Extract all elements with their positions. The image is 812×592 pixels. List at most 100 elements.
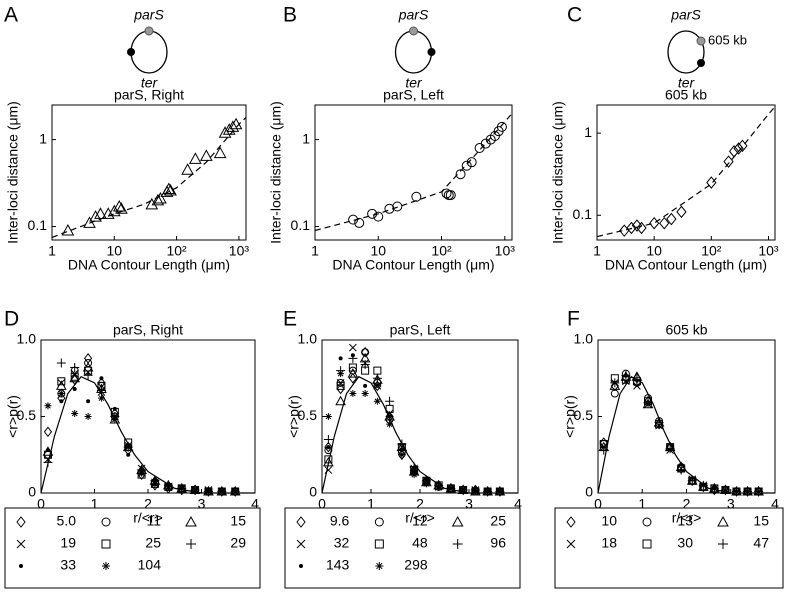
legend-box [284,507,521,589]
marker-asterisk [410,471,418,479]
marker-triangle [213,146,227,159]
marker-triangle [154,191,167,204]
marker-plus [385,396,395,406]
legend-label: 30 [677,535,693,551]
marker-asterisk [102,562,110,570]
marker-square [191,485,200,494]
marker-asterisk [124,443,132,451]
diagram-label: parS [670,7,701,23]
marker-diamond [636,221,647,235]
marker-square [621,375,630,384]
marker-dot [126,452,131,457]
x-axis-label: r/<r> [405,510,435,526]
marker-circle [496,121,507,132]
marker-triangle [226,120,240,132]
locus-grey [144,26,154,36]
diagram-label: ter [678,75,696,91]
x-tick-label: 1 [638,496,646,512]
marker-triangle [162,182,176,195]
legend-label: 33 [60,557,76,573]
marker-x [633,382,641,390]
legend-label: 143 [326,557,350,573]
marker-plus [83,370,93,380]
marker-asterisk [111,416,119,424]
marker-asterisk [178,484,186,492]
y-tick-label: 0.1 [291,217,311,233]
marker-asterisk [484,487,492,495]
legend-label: 18 [601,535,617,551]
marker-plus [43,457,53,467]
locus-black [127,48,135,56]
legend-label: 13 [677,513,693,529]
legend-label: 25 [490,513,506,529]
marker-plus [676,465,686,475]
marker-square [336,381,345,390]
plot-area [321,339,519,494]
marker-circle [443,190,454,201]
marker-triangle [189,152,202,164]
marker-circle [455,169,466,180]
marker-asterisk [435,483,443,491]
y-tick-label: 1 [302,130,310,146]
marker-triangle [115,202,128,214]
x-tick-label: 3 [727,496,735,512]
marker-diamond [324,441,333,453]
marker-circle [461,160,472,171]
marker-triangle [199,149,213,161]
marker-plus [709,483,719,493]
marker-triangle [185,515,197,527]
legend-label: 25 [145,535,161,551]
panel-letter: A [4,4,18,27]
marker-diamond [706,176,717,189]
marker-plus [397,439,407,449]
marker-plus [323,434,333,444]
fit-line [321,375,518,494]
marker-dot [387,414,392,419]
marker-asterisk [373,397,381,405]
marker-x [16,539,26,549]
panel-letter: F [567,308,580,331]
marker-asterisk [398,451,406,459]
y-tick-label: 1 [39,130,47,146]
marker-square [204,487,213,496]
marker-diamond [16,516,26,528]
x-tick-label: 2 [683,496,691,512]
legend-label: 10 [601,513,617,529]
legend-label: 19 [60,535,76,551]
chart-title: parS, Left [390,322,451,338]
y-tick-label: 0.5 [17,407,37,423]
marker-dot [399,448,404,453]
locus-grey [409,26,418,36]
x-tick-label: 0 [37,496,45,512]
marker-triangle [451,515,464,527]
marker-circle [84,358,93,367]
marker-asterisk [218,487,226,495]
marker-dot [45,448,50,453]
marker-asterisk [164,483,172,491]
marker-asterisk [191,486,199,494]
x-tick-label: 2 [416,496,424,512]
marker-plus [732,486,742,496]
marker-diamond [666,212,677,226]
marker-dot [19,564,23,568]
marker-diamond [728,145,740,158]
marker-asterisk [44,402,52,410]
marker-x [296,539,306,549]
x-tick-label: 10³ [758,243,779,259]
x-tick-label: 0 [318,496,326,512]
marker-circle [384,203,395,214]
marker-dot [86,399,91,404]
marker-asterisk [204,487,212,495]
marker-diamond [43,426,53,438]
chromosome [394,30,433,74]
marker-asterisk [459,486,467,494]
marker-square [721,485,730,494]
marker-asterisk [337,370,345,378]
marker-triangle [89,210,102,222]
legend-label: 5.0 [57,513,77,529]
x-tick-label: 10² [431,243,452,259]
chart-title: parS, Right [114,87,184,103]
marker-triangle [112,199,126,212]
x-tick-label: 4 [771,496,779,512]
marker-triangle [69,372,81,383]
